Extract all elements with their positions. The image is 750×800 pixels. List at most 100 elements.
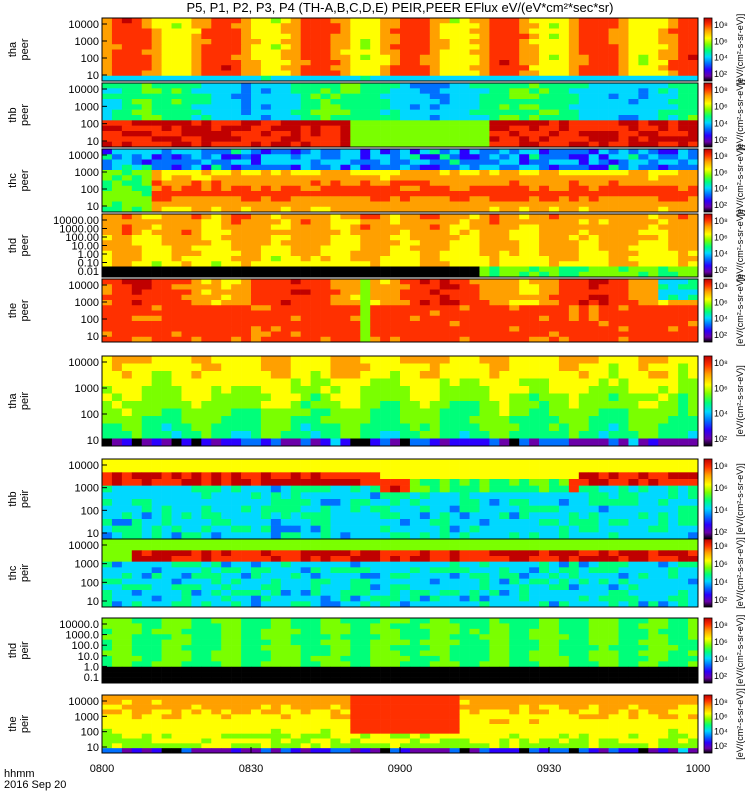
heatmap-cell <box>181 465 192 473</box>
heatmap-cell <box>519 131 530 137</box>
heatmap-cell <box>320 423 331 432</box>
heatmap-cell <box>568 49 580 56</box>
heatmap-cell <box>251 423 262 432</box>
heatmap-cell <box>111 321 123 327</box>
heatmap-cell <box>181 378 192 387</box>
heatmap-cell <box>688 104 699 110</box>
heatmap-cell <box>320 229 331 236</box>
heatmap-cell <box>380 154 391 160</box>
heatmap-cell <box>151 99 162 105</box>
heatmap-cell <box>191 33 202 40</box>
heatmap-cell <box>489 408 500 417</box>
heatmap-cell <box>499 83 510 89</box>
heatmap-cell <box>280 70 292 77</box>
heatmap-cell <box>161 164 172 171</box>
heatmap-cell <box>360 331 371 338</box>
heatmap-cell <box>131 310 143 317</box>
heatmap-cell <box>260 305 272 311</box>
heatmap-cell <box>300 136 311 142</box>
heatmap-cell <box>171 465 182 473</box>
heatmap-cell <box>658 224 669 231</box>
heatmap-cell <box>221 149 232 155</box>
heatmap-cell <box>469 104 480 110</box>
heatmap-cell <box>628 83 639 89</box>
heatmap-cell <box>340 401 351 409</box>
heatmap-cell <box>241 235 252 241</box>
heatmap-cell <box>449 99 460 105</box>
heatmap-cell <box>529 54 540 61</box>
heatmap-cell <box>360 250 371 257</box>
heatmap-cell <box>499 49 510 56</box>
heatmap-cell <box>668 104 679 110</box>
heatmap-cell <box>578 235 590 241</box>
heatmap-cell <box>340 459 351 466</box>
heatmap-cell <box>300 472 311 480</box>
heatmap-cell <box>668 70 679 77</box>
heatmap-cell <box>121 519 133 526</box>
heatmap-cell <box>628 408 639 417</box>
heatmap-cell <box>429 154 441 160</box>
heatmap-cell <box>171 289 182 296</box>
heatmap-cell <box>400 300 411 306</box>
heatmap-cell <box>370 115 381 121</box>
heatmap-cell <box>241 206 252 213</box>
heatmap-cell <box>370 294 381 301</box>
heatmap-cell <box>350 401 361 409</box>
heatmap-cell <box>151 159 162 166</box>
heatmap-cell <box>578 479 590 486</box>
heatmap-cell <box>330 65 341 71</box>
heatmap-cell <box>539 99 550 105</box>
heatmap-cell <box>658 235 669 241</box>
heatmap-cell <box>131 438 143 447</box>
heatmap-cell <box>668 131 679 137</box>
heatmap-cell <box>479 408 490 417</box>
heatmap-cell <box>290 271 301 278</box>
heatmap-cell <box>111 224 123 231</box>
heatmap-cell <box>360 201 371 208</box>
heatmap-cell <box>638 214 649 220</box>
heatmap-cell <box>300 431 311 439</box>
heatmap-cell <box>469 235 480 241</box>
heatmap-cell <box>260 472 272 480</box>
heatmap-cell <box>201 261 212 267</box>
heatmap-cell <box>678 229 689 236</box>
heatmap-cell <box>350 266 361 273</box>
heatmap-cell <box>241 149 252 155</box>
heatmap-cell <box>479 120 490 126</box>
heatmap-cell <box>241 499 252 506</box>
heatmap-cell <box>429 261 441 267</box>
heatmap-cell <box>449 131 460 137</box>
heatmap-cell <box>568 459 580 466</box>
heatmap-cell <box>121 170 133 176</box>
heatmap-cell <box>300 115 311 121</box>
heatmap-cell <box>598 472 609 480</box>
heatmap-cell <box>121 49 133 56</box>
heatmap-cell <box>290 164 301 171</box>
heatmap-cell <box>449 294 460 301</box>
heatmap-cell <box>191 245 202 252</box>
heatmap-cell <box>519 180 530 187</box>
heatmap-cell <box>280 214 292 220</box>
heatmap-cell <box>171 229 182 236</box>
heatmap-cell <box>608 423 619 432</box>
heatmap-cell <box>191 465 202 473</box>
heatmap-cell <box>330 305 341 311</box>
heatmap-cell <box>191 240 202 246</box>
heatmap-cell <box>568 214 580 220</box>
heatmap-cell <box>628 154 639 160</box>
heatmap-cell <box>310 300 321 306</box>
heatmap-cell <box>578 438 590 447</box>
heatmap-cell <box>241 326 252 332</box>
heatmap-cell <box>409 206 421 213</box>
heatmap-cell <box>191 386 202 394</box>
heatmap-cell <box>300 235 311 241</box>
heatmap-cell <box>201 33 212 40</box>
heatmap-cell <box>499 206 510 213</box>
heatmap-cell <box>350 201 361 208</box>
heatmap-cell <box>648 284 659 290</box>
heatmap-cell <box>141 39 152 45</box>
heatmap-cell <box>201 224 212 231</box>
heatmap-cell <box>280 512 292 520</box>
heatmap-cell <box>489 240 500 246</box>
heatmap-cell <box>439 250 450 257</box>
